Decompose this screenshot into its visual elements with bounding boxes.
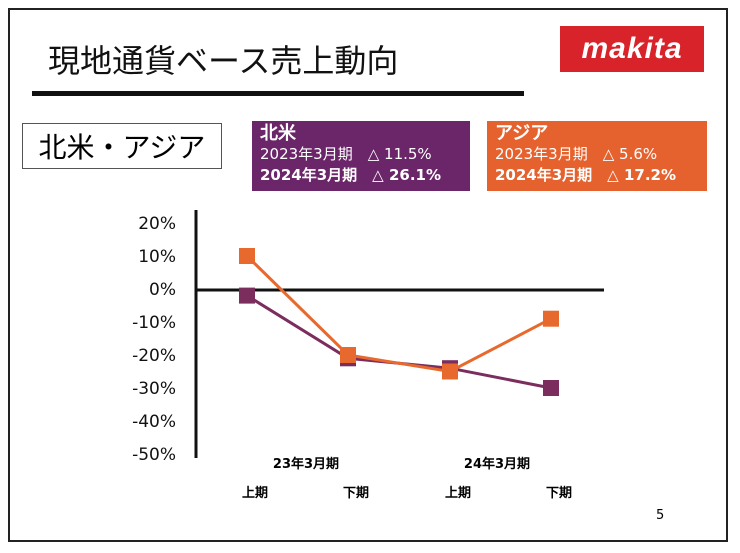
page-title: 現地通貨ベース売上動向: [48, 42, 399, 80]
data-point-1: [239, 248, 255, 264]
y-tick-label: -20%: [132, 346, 176, 366]
north-america-box: 北米 2023年3月期 △ 11.5% 2024年3月期 △ 26.1%: [252, 121, 470, 191]
asia-box: アジア 2023年3月期 △ 5.6% 2024年3月期 △ 17.2%: [487, 121, 707, 191]
box-line-2023: 2023年3月期 △ 5.6%: [495, 145, 658, 163]
box-title: 北米: [260, 123, 296, 144]
data-point-1: [340, 347, 356, 363]
y-tick-label: -30%: [132, 379, 176, 399]
x-tick-label: 上期: [445, 486, 471, 501]
box-title: アジア: [495, 123, 549, 144]
title-rule: [32, 91, 524, 96]
x-group-label: 23年3月期: [273, 456, 339, 472]
box-line-2024: 2024年3月期 △ 26.1%: [260, 166, 441, 184]
y-tick-label: -10%: [132, 313, 176, 333]
region-label: 北米・アジア: [22, 123, 222, 169]
y-tick-label: 20%: [138, 214, 176, 234]
data-point-0: [543, 380, 559, 396]
y-tick-label: 0%: [149, 280, 176, 300]
slide-frame: [8, 8, 728, 542]
x-tick-label: 上期: [242, 486, 268, 501]
x-tick-label: 下期: [546, 486, 572, 501]
page-number: 5: [656, 508, 665, 523]
series-line-1: [245, 254, 552, 374]
y-tick-label: -50%: [132, 445, 176, 465]
data-point-1: [543, 310, 559, 327]
data-point-0: [239, 287, 255, 304]
x-group-label: 24年3月期: [464, 456, 530, 472]
data-point-1: [442, 363, 458, 380]
y-tick-label: -40%: [132, 412, 176, 432]
box-line-2023: 2023年3月期 △ 11.5%: [260, 145, 432, 163]
makita-logo: makita: [560, 26, 704, 72]
x-tick-label: 下期: [343, 486, 369, 501]
y-tick-label: 10%: [138, 247, 176, 267]
box-line-2024: 2024年3月期 △ 17.2%: [495, 166, 676, 184]
